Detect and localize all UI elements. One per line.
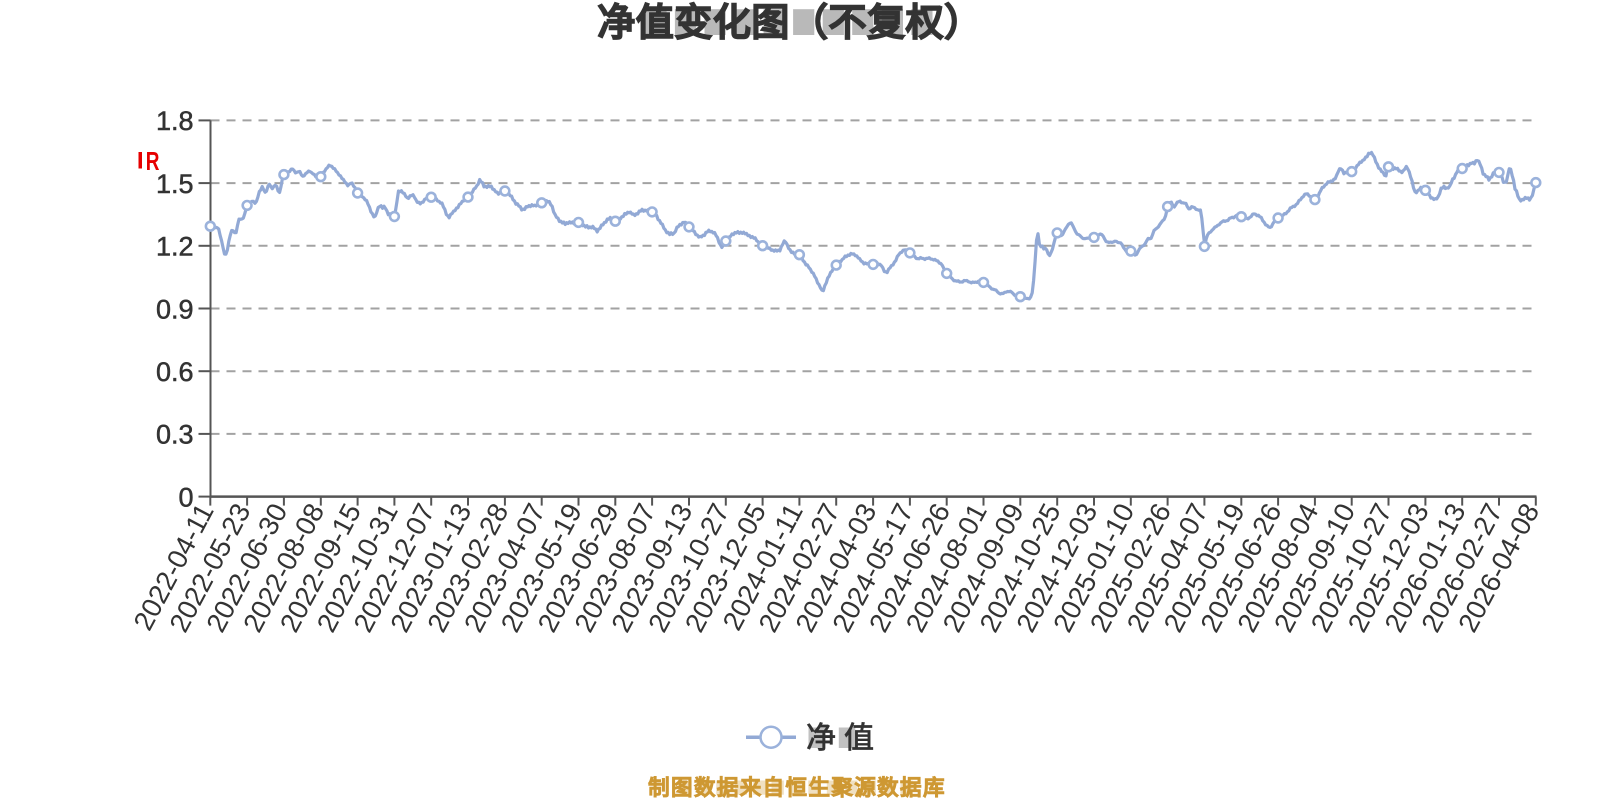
svg-text:1.2: 1.2 xyxy=(156,232,194,262)
svg-text:净值变化图（不复权）: 净值变化图（不复权） xyxy=(597,3,983,45)
svg-text:净值: 净值 xyxy=(806,722,882,755)
svg-text:0.6: 0.6 xyxy=(156,357,194,387)
svg-text:1.8: 1.8 xyxy=(156,106,194,136)
svg-text:1.5: 1.5 xyxy=(156,169,194,199)
svg-text:制图数据来自恒生聚源数据库: 制图数据来自恒生聚源数据库 xyxy=(648,775,946,800)
svg-text:0: 0 xyxy=(178,482,193,512)
svg-text:0.9: 0.9 xyxy=(156,294,194,324)
svg-text:R: R xyxy=(146,146,160,176)
svg-text:0.3: 0.3 xyxy=(156,420,194,450)
